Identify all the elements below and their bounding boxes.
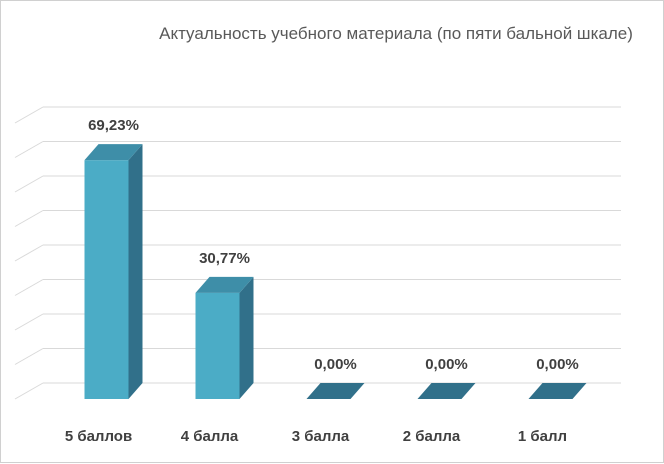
bar-top <box>195 276 254 293</box>
bar-top <box>417 383 476 399</box>
bar-front <box>195 292 240 399</box>
category-labels: 5 баллов 4 балла 3 балла 2 балла 1 балл <box>65 428 567 445</box>
bar-side <box>128 144 143 399</box>
data-label: 0,00% <box>314 356 357 373</box>
bar <box>528 383 587 399</box>
gridline-depth <box>14 175 44 193</box>
bar <box>417 383 476 399</box>
bars <box>84 144 587 399</box>
category-label: 2 балла <box>403 428 461 445</box>
gridline-depth <box>14 244 44 262</box>
gridline-depth <box>14 210 44 227</box>
category-label: 1 балл <box>518 428 567 445</box>
data-label: 0,00% <box>425 356 468 373</box>
data-label: 0,00% <box>536 356 579 373</box>
category-label: 5 баллов <box>65 428 132 445</box>
bar-top <box>306 383 365 399</box>
data-label: 30,77% <box>199 250 250 267</box>
bar-side <box>239 276 254 399</box>
gridline-depth <box>14 382 44 400</box>
bar <box>195 276 254 399</box>
gridline-depth <box>14 279 44 296</box>
gridline-depth <box>14 106 44 124</box>
data-labels: 69,23% 30,77% 0,00% 0,00% 0,00% <box>88 117 579 373</box>
data-label: 69,23% <box>88 117 139 134</box>
gridline-depth <box>14 348 44 365</box>
gridline-depth <box>14 313 44 331</box>
gridline-depth <box>14 141 44 158</box>
bar-front <box>84 160 129 399</box>
bar-top <box>84 144 143 161</box>
bar <box>306 383 365 399</box>
category-label: 3 балла <box>292 428 350 445</box>
bar <box>84 144 143 399</box>
category-label: 4 балла <box>181 428 239 445</box>
bar-top <box>528 383 587 399</box>
chart-title: Актуальность учебного материала (по пяти… <box>159 24 633 43</box>
